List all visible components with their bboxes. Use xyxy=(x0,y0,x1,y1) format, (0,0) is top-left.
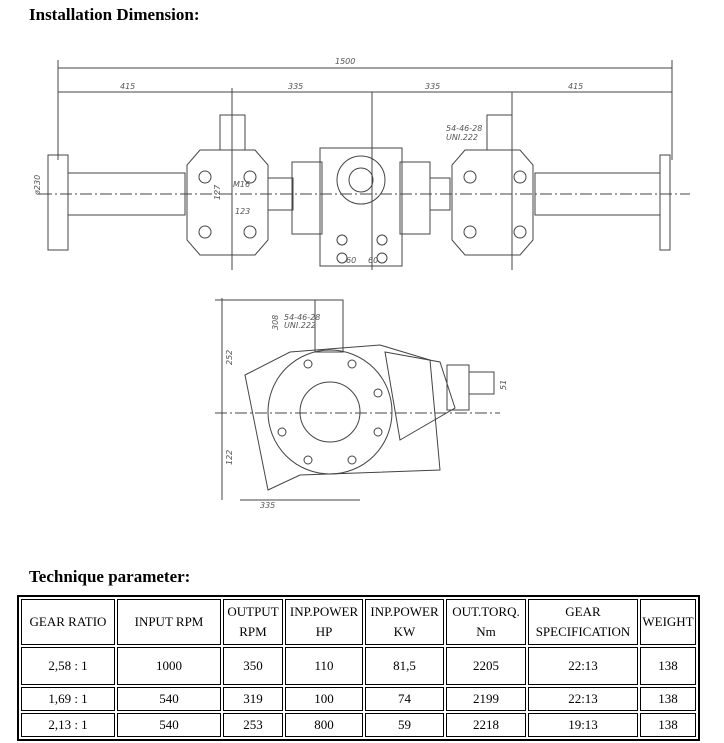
cell: 81,5 xyxy=(365,647,444,685)
cell: 253 xyxy=(223,713,283,737)
cell: 319 xyxy=(223,687,283,711)
spline-label: 54-46-28 xyxy=(446,124,482,133)
cell: 1,69 : 1 xyxy=(21,687,115,711)
header-power-kw: INP.POWER KW xyxy=(365,599,444,645)
cell: 74 xyxy=(365,687,444,711)
cell: 138 xyxy=(640,647,696,685)
cell: 350 xyxy=(223,647,283,685)
dim-right: 415 xyxy=(568,82,583,91)
dim-base: 335 xyxy=(260,501,275,510)
dim-mid-left: 335 xyxy=(288,82,303,91)
cell: 100 xyxy=(285,687,363,711)
dim-spacing-h: 123 xyxy=(235,207,250,216)
dim-mid-right: 335 xyxy=(425,82,440,91)
dim-bolt: M16 xyxy=(233,180,250,189)
side-spline-std-label: UNI.222 xyxy=(284,321,316,330)
cell: 2199 xyxy=(446,687,526,711)
cell: 22:13 xyxy=(528,647,638,685)
cell: 2218 xyxy=(446,713,526,737)
header-power-hp: INP.POWER HP xyxy=(285,599,363,645)
dim-shaft: 51 xyxy=(499,380,508,390)
cell: 800 xyxy=(285,713,363,737)
header-torque: OUT.TORQ. Nm xyxy=(446,599,526,645)
top-view-drawing: 1500 415 335 335 415 ø230 M16 123 127 54… xyxy=(33,57,690,270)
cell: 138 xyxy=(640,687,696,711)
dim-c1: 60 xyxy=(346,256,356,265)
side-spline-label: 54-46-28 xyxy=(284,313,320,322)
header-weight: WEIGHT xyxy=(640,599,696,645)
cell: 59 xyxy=(365,713,444,737)
cell: 22:13 xyxy=(528,687,638,711)
cell: 138 xyxy=(640,713,696,737)
table-row: 1,69 : 1 540 319 100 74 2199 22:13 138 xyxy=(21,687,696,711)
cell: 2205 xyxy=(446,647,526,685)
installation-heading: Installation Dimension: xyxy=(29,5,200,24)
cell: 19:13 xyxy=(528,713,638,737)
technique-heading: Technique parameter: xyxy=(29,567,191,586)
cell: 110 xyxy=(285,647,363,685)
installation-drawing: 1500 415 335 335 415 ø230 M16 123 127 54… xyxy=(33,57,690,510)
dim-diameter: ø230 xyxy=(33,175,42,196)
cell: 540 xyxy=(117,713,221,737)
dim-total: 1500 xyxy=(335,57,355,66)
cell: 2,13 : 1 xyxy=(21,713,115,737)
dim-spacing-v: 127 xyxy=(213,184,222,200)
spline-std-label: UNI.222 xyxy=(446,133,478,142)
dim-c2: 60 xyxy=(368,256,378,265)
table-row: 2,58 : 1 1000 350 110 81,5 2205 22:13 13… xyxy=(21,647,696,685)
header-output-rpm: OUTPUT RPM xyxy=(223,599,283,645)
technique-table: GEAR RATIO INPUT RPM OUTPUT RPM INP.POWE… xyxy=(17,595,700,741)
header-gear-spec: GEAR SPECIFICATION xyxy=(528,599,638,645)
table-row: 2,13 : 1 540 253 800 59 2218 19:13 138 xyxy=(21,713,696,737)
cell: 1000 xyxy=(117,647,221,685)
header-gear-ratio: GEAR RATIO xyxy=(21,599,115,645)
dim-height: 252 xyxy=(225,350,234,365)
cell: 2,58 : 1 xyxy=(21,647,115,685)
side-view-drawing: 252 122 335 51 54-46-28 UNI.222 308 xyxy=(215,298,508,510)
dim-flange: 308 xyxy=(271,315,280,330)
cell: 540 xyxy=(117,687,221,711)
dim-lower: 122 xyxy=(225,450,234,465)
table-header-row: GEAR RATIO INPUT RPM OUTPUT RPM INP.POWE… xyxy=(21,599,696,645)
header-input-rpm: INPUT RPM xyxy=(117,599,221,645)
dim-left: 415 xyxy=(120,82,135,91)
